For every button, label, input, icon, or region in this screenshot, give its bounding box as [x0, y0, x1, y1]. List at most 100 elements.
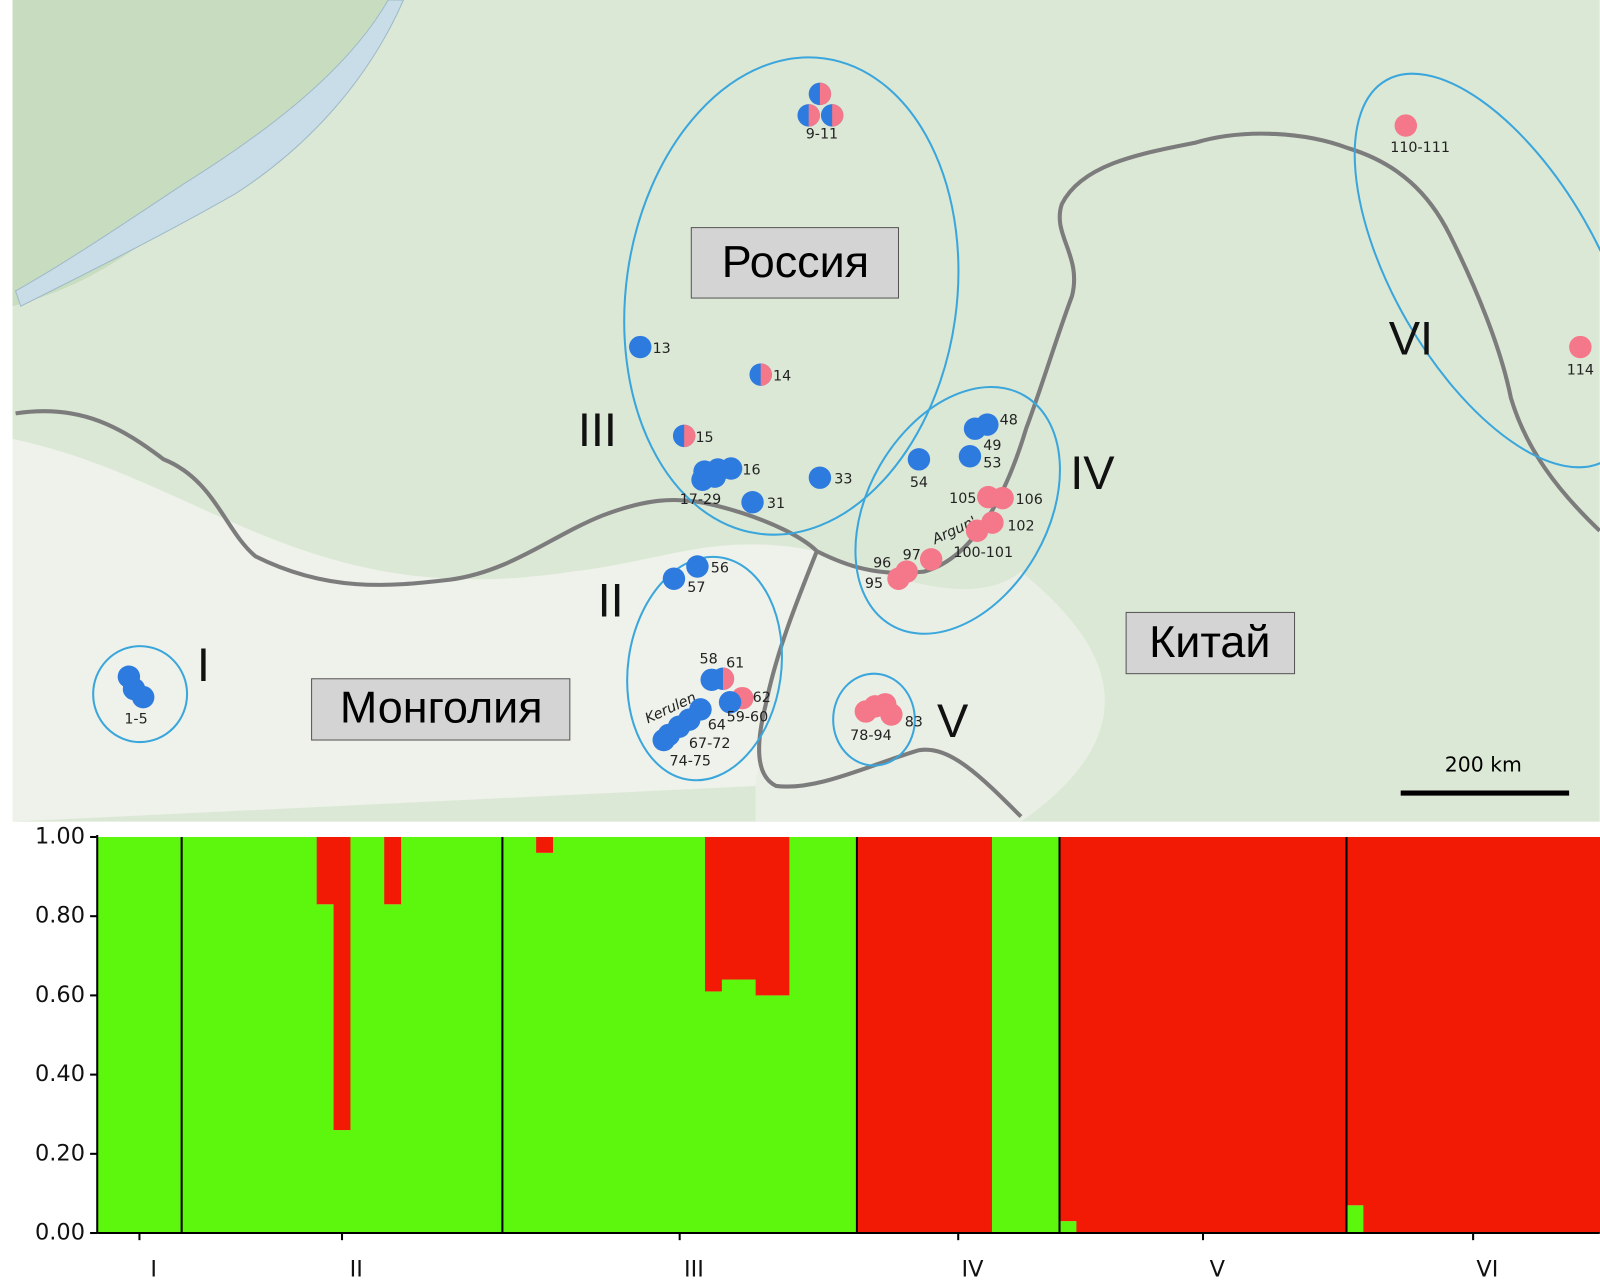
site-label: 59-60 [727, 710, 769, 726]
site-label: 62 [753, 690, 771, 706]
bar-segment [1346, 836, 1364, 1206]
bar-segment [1110, 836, 1128, 1234]
site-marker-part [684, 424, 696, 448]
bar-segment [1414, 836, 1432, 1234]
bar-segment [654, 836, 672, 1234]
site-label: 49 [983, 438, 1001, 454]
country-label: Монголия [340, 681, 543, 732]
site-marker [880, 703, 903, 726]
border [757, 550, 1023, 819]
site-label: 48 [1000, 413, 1018, 429]
bar-segment [417, 836, 436, 1234]
bar-segment [1464, 836, 1483, 1234]
bar-segment [282, 836, 301, 1234]
region-outline [854, 385, 1061, 635]
region-outline [92, 645, 189, 744]
bar-segment [1025, 836, 1044, 1234]
site-label: 17-29 [680, 492, 722, 508]
bar-segment [1515, 836, 1533, 1234]
bar-segment [721, 836, 740, 980]
site-marker-part [819, 82, 832, 106]
site-marker [854, 700, 878, 723]
bar-segment [1059, 1221, 1078, 1234]
site-marker [718, 691, 742, 714]
site-marker-part [722, 667, 735, 691]
site-marker [686, 555, 709, 578]
bar-segment [1160, 836, 1179, 1234]
bar-segment [316, 904, 335, 1234]
scale-label: 200 km [1445, 753, 1522, 777]
site-marker [652, 728, 675, 752]
bar-segment [907, 836, 926, 1234]
site-label: 16 [742, 463, 760, 479]
site-label: 97 [903, 547, 921, 563]
bar-segment [215, 836, 233, 1234]
site-label: 54 [910, 475, 928, 491]
bar-segment [502, 836, 520, 1234]
country-label: Россия [722, 236, 869, 287]
y-tick-label: 0.40 [35, 1061, 85, 1087]
bar-segment [114, 836, 132, 1234]
bar-segment [823, 836, 841, 1234]
bar-segment [671, 836, 689, 1234]
bar-segment [553, 836, 571, 1234]
bar-segment [1380, 836, 1398, 1234]
bar-segment [1430, 836, 1449, 1234]
site-label: 14 [773, 369, 791, 385]
site-marker [1394, 114, 1418, 137]
site-label: 9-11 [806, 127, 838, 143]
site-marker [958, 445, 982, 468]
bar-segment [1481, 836, 1500, 1234]
bar-segment [384, 836, 402, 905]
site-label: 96 [873, 555, 891, 571]
bar-segment [536, 852, 554, 1234]
bar-segment [569, 836, 588, 1234]
bar-segment [755, 836, 774, 996]
region-outline [1353, 72, 1600, 469]
x-tick-label: I [150, 1256, 157, 1281]
bar-segment [1346, 1205, 1364, 1234]
bar-segment [1127, 836, 1145, 1234]
y-tick-label: 1.00 [35, 823, 85, 849]
region-label: IV [1070, 446, 1115, 499]
bar-segment [975, 836, 993, 1234]
bar-segment [1363, 836, 1381, 1234]
bar-segment [1042, 836, 1061, 1234]
bar-segment [806, 836, 824, 1234]
bar-segment [333, 1130, 352, 1234]
site-marker [703, 465, 726, 488]
site-marker [907, 448, 931, 471]
site-label: 105 [949, 491, 976, 507]
bar-segment [333, 836, 352, 1131]
bar-segment [147, 836, 166, 1234]
region-label: I [197, 638, 210, 691]
bar-segment [1228, 836, 1246, 1234]
region-label: VI [1389, 311, 1433, 364]
bar-segment [485, 836, 504, 1234]
bar-segment [1143, 836, 1162, 1234]
site-label: 1-5 [124, 712, 147, 728]
bar-segment [688, 836, 706, 1234]
bar-segment [738, 979, 757, 1234]
bar-segment [451, 836, 470, 1234]
lake-baikal [14, 0, 405, 307]
x-tick-label: III [684, 1256, 704, 1281]
site-label: 114 [1567, 363, 1594, 379]
site-label: 64 [708, 718, 726, 734]
bar-segment [316, 836, 335, 905]
site-label: 106 [1016, 492, 1043, 508]
bar-segment [603, 836, 622, 1234]
region-outline [832, 672, 916, 767]
chart: I II III IV V VI0.000.200.400.600.801.00 [35, 823, 1600, 1281]
site-marker [808, 466, 832, 489]
steppe [755, 551, 1105, 822]
site-label: 95 [865, 576, 883, 592]
bar-segment [1245, 836, 1263, 1234]
country-label: Китай [1149, 616, 1270, 667]
bar-segment [1295, 836, 1314, 1234]
bar-segment [620, 836, 639, 1234]
bar-segment [873, 836, 892, 1234]
bar-segment [266, 836, 284, 1234]
bar-segment [164, 836, 183, 1234]
